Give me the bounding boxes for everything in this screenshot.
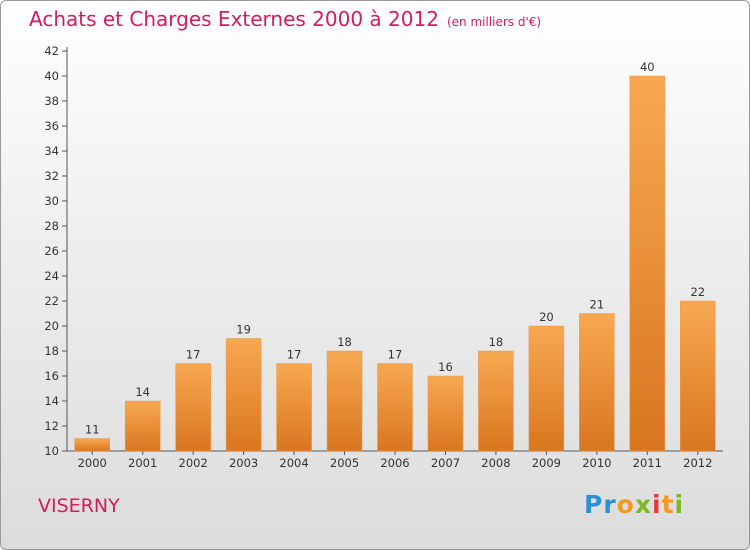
logo-letter: x: [634, 490, 652, 519]
x-tick-label: 2007: [431, 456, 460, 470]
bar-value-label: 17: [388, 348, 403, 362]
bar-value-label: 14: [135, 385, 150, 399]
y-tick-label: 18: [44, 344, 59, 358]
chart-title-text: Achats et Charges Externes 2000 à 2012: [29, 7, 439, 31]
bar-2010: [579, 313, 615, 452]
logo-letter: i: [674, 490, 685, 519]
bar-value-label: 40: [640, 60, 655, 74]
y-tick-label: 38: [44, 94, 59, 108]
y-tick-label: 22: [44, 294, 59, 308]
bar-2009: [528, 325, 565, 452]
bar-value-label: 21: [590, 298, 605, 312]
y-tick-label: 20: [44, 319, 59, 333]
x-tick-label: 2003: [229, 456, 258, 470]
y-tick-label: 24: [44, 269, 59, 283]
bar-2002: [175, 363, 211, 452]
bar-value-label: 19: [236, 323, 251, 337]
bar-value-label: 18: [489, 335, 504, 349]
logo-letter: t: [661, 490, 675, 519]
x-tick-label: 2002: [179, 456, 208, 470]
bar-2001: [124, 400, 161, 452]
x-tick-label: 2012: [683, 456, 712, 470]
x-tick-label: 2005: [330, 456, 359, 470]
bar-2003: [225, 338, 262, 452]
y-tick-label: 26: [44, 244, 59, 258]
y-tick-label: 14: [44, 394, 59, 408]
x-tick-label: 2008: [481, 456, 510, 470]
x-tick-label: 2001: [128, 456, 157, 470]
y-tick-label: 40: [44, 69, 59, 83]
y-tick-label: 34: [44, 144, 59, 158]
bar-value-label: 11: [85, 423, 100, 437]
bar-value-label: 17: [287, 348, 302, 362]
bar-2011: [629, 75, 666, 452]
x-axis: 2000 2001 2002 2003 2004 2005 2006 2007 2008 2009…: [67, 450, 723, 470]
bar-2012: [680, 300, 716, 452]
bars: 11 14 17 19 17 18 17 16 18 20 21 40 22: [74, 60, 716, 452]
bar-2007: [427, 375, 464, 452]
x-tick-label: 2010: [582, 456, 611, 470]
y-tick-label: 30: [44, 194, 59, 208]
bar-value-label: 16: [438, 360, 453, 374]
chart-title: Achats et Charges Externes 2000 à 2012 (e…: [29, 7, 541, 31]
y-tick-label: 42: [44, 44, 59, 58]
logo-letter: r: [603, 490, 617, 519]
y-axis: 10 12 14 16 18 20 22 24 26 28 30 32 34 36 38 40 42: [44, 44, 68, 458]
commune-name: VISERNY: [38, 495, 120, 517]
bar-2006: [377, 363, 413, 452]
proxiti-logo: Proxiti: [584, 490, 684, 519]
y-tick-label: 16: [44, 369, 59, 383]
y-tick-label: 36: [44, 119, 59, 133]
logo-letter: i: [652, 490, 662, 519]
x-tick-label: 2011: [633, 456, 662, 470]
x-tick-label: 2006: [380, 456, 409, 470]
bar-2008: [478, 350, 514, 452]
bar-2005: [326, 350, 363, 452]
x-tick-label: 2000: [78, 456, 107, 470]
bar-value-label: 20: [539, 310, 554, 324]
y-tick-label: 12: [44, 419, 59, 433]
bar-value-label: 17: [186, 348, 201, 362]
y-tick-label: 32: [44, 169, 59, 183]
x-tick-label: 2004: [279, 456, 308, 470]
x-tick-label: 2009: [532, 456, 561, 470]
bar-value-label: 18: [337, 335, 352, 349]
y-tick-label: 28: [44, 219, 59, 233]
y-tick-label: 10: [44, 444, 59, 458]
logo-letter: P: [584, 490, 604, 519]
bar-2000: [74, 438, 110, 452]
bar-value-label: 22: [690, 285, 705, 299]
bar-2004: [276, 363, 312, 452]
logo-letter: o: [616, 490, 635, 519]
chart-unit: (en milliers d'€): [446, 15, 542, 29]
